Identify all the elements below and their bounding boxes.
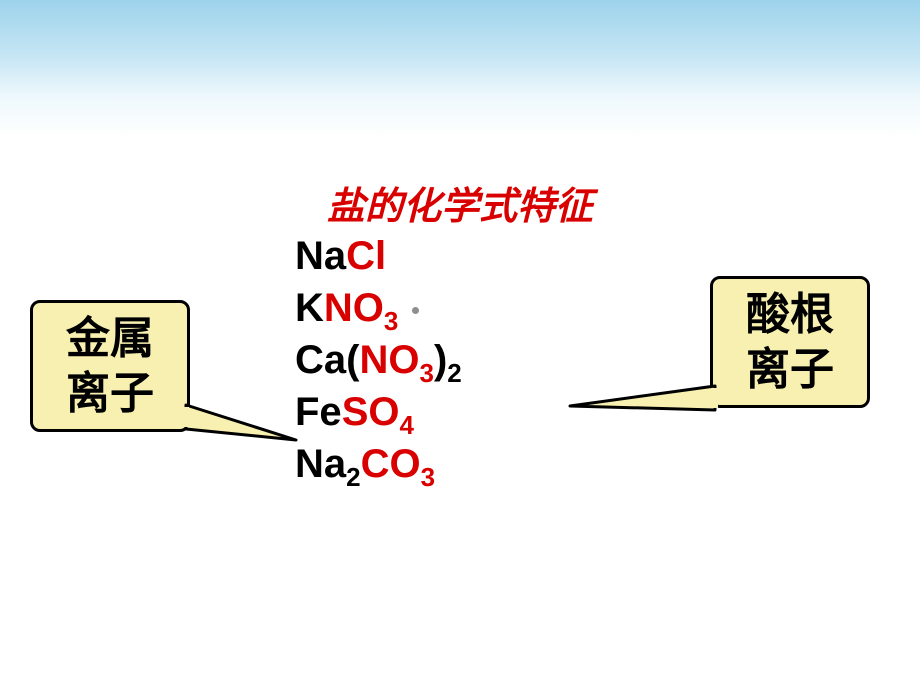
formula-row: Ca(NO3)2: [295, 334, 462, 386]
anion: NO: [359, 338, 419, 382]
cation: K: [295, 286, 324, 330]
formula-list: NaClKNO3Ca(NO3)2FeSO4Na2CO3: [295, 230, 462, 490]
cation: Ca: [295, 338, 346, 382]
formula-row: NaCl: [295, 230, 462, 282]
close-paren: ): [434, 338, 447, 382]
anion: Cl: [346, 234, 386, 278]
open-paren: (: [346, 338, 359, 382]
anion-subscript: 4: [399, 410, 413, 440]
callout-left-line2: 离子: [47, 366, 173, 421]
anion-subscript: 3: [384, 306, 398, 336]
cation-subscript: 2: [346, 462, 360, 492]
anion-subscript: 3: [419, 358, 433, 388]
formula-row: KNO3: [295, 282, 462, 334]
callout-right-line2: 离子: [727, 342, 853, 397]
anion: CO: [361, 442, 421, 486]
formula-row: Na2CO3: [295, 438, 462, 490]
callout-metal-ion: 金属 离子: [30, 300, 190, 432]
callout-acid-radical-ion: 酸根 离子: [710, 276, 870, 408]
callout-right-line1: 酸根: [727, 287, 853, 342]
anion: SO: [342, 390, 400, 434]
cation: Na: [295, 234, 346, 278]
outer-subscript: 2: [447, 358, 461, 388]
callout-left-line1: 金属: [47, 311, 173, 366]
bullet-dot: [412, 307, 419, 314]
anion: NO: [324, 286, 384, 330]
formula-row: FeSO4: [295, 386, 462, 438]
anion-subscript: 3: [421, 462, 435, 492]
slide-title: 盐的化学式特征: [0, 175, 920, 230]
